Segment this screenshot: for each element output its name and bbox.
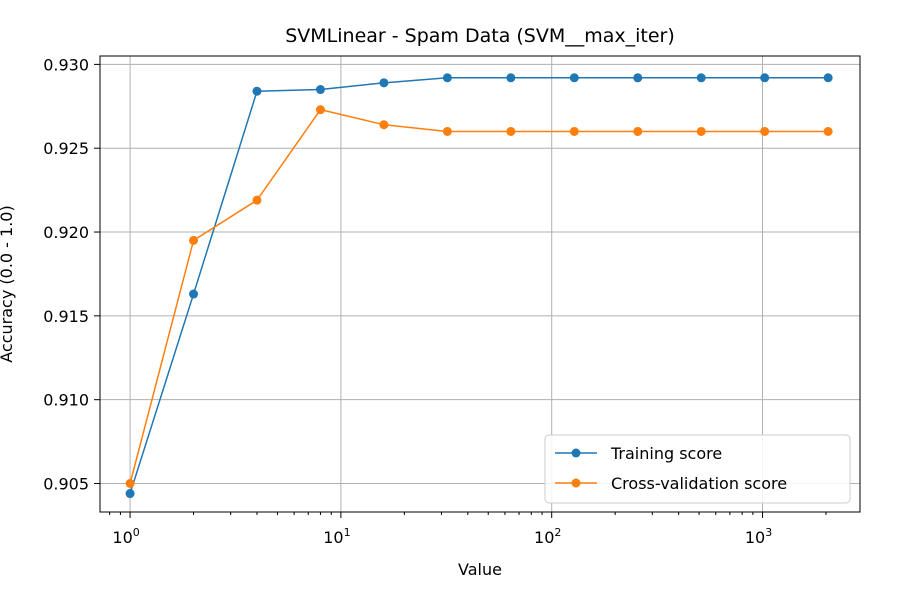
series-point-1 <box>379 120 389 130</box>
y-axis-label: Accuracy (0.0 - 1.0) <box>0 205 16 362</box>
series-point-0 <box>569 73 579 83</box>
series-point-0 <box>696 73 706 83</box>
x-axis-label: Value <box>458 560 502 579</box>
x-tick-label: 102 <box>534 526 561 547</box>
series-line-1 <box>129 108 829 484</box>
legend: Training score Cross-validation score <box>544 434 851 504</box>
series-point-1 <box>252 195 262 205</box>
series-point-1 <box>633 126 643 136</box>
series-point-0 <box>633 73 643 83</box>
y-tick-label: 0.910 <box>43 391 89 410</box>
x-tick-label-base: 10 <box>112 528 132 547</box>
series-line-0 <box>129 77 829 494</box>
series-point-1 <box>442 126 452 136</box>
series-point-1 <box>696 126 706 136</box>
series-point-0 <box>315 85 325 95</box>
ticks: 100 101 102 1030.9050.9100.9150.9200.9250.9… <box>43 55 827 547</box>
series-point-1 <box>125 479 135 488</box>
x-tick-label-exponent: 0 <box>133 526 140 539</box>
x-tick-label-base: 10 <box>745 528 765 547</box>
series-point-1 <box>506 126 516 136</box>
y-tick-label: 0.930 <box>43 55 89 74</box>
series-point-0 <box>379 78 389 88</box>
legend-marker-training <box>571 448 581 458</box>
x-tick-label: 100 <box>112 526 139 547</box>
legend-box <box>544 434 851 504</box>
y-tick-label: 0.920 <box>43 223 89 242</box>
legend-marker-cv <box>571 478 581 488</box>
x-tick-label-base: 10 <box>534 528 554 547</box>
legend-label-training: Training score <box>610 444 722 463</box>
series-point-0 <box>760 73 770 83</box>
x-tick-label-exponent: 2 <box>554 526 561 539</box>
series-point-1 <box>760 126 770 136</box>
plot-frame <box>99 55 861 513</box>
series-point-1 <box>189 235 199 245</box>
x-tick-label-base: 10 <box>323 528 343 547</box>
chart-title: SVMLinear - Spam Data (SVM__max_iter) <box>285 25 675 47</box>
series-point-1 <box>315 105 325 115</box>
series-point-0 <box>442 73 452 83</box>
series-point-0 <box>252 86 262 96</box>
series-point-0 <box>189 289 199 299</box>
series-point-1 <box>569 126 579 136</box>
y-tick-label: 0.925 <box>43 139 89 158</box>
x-tick-label-exponent: 1 <box>344 526 351 539</box>
y-tick-label: 0.905 <box>43 475 89 494</box>
x-tick-label-exponent: 3 <box>765 526 772 539</box>
series-layer <box>125 73 833 499</box>
series-point-0 <box>125 489 135 499</box>
series-point-1 <box>823 126 833 136</box>
x-tick-label: 103 <box>745 526 772 547</box>
series-point-0 <box>823 73 833 83</box>
series-point-0 <box>506 73 516 83</box>
legend-label-cv: Cross-validation score <box>611 474 787 493</box>
x-tick-label: 101 <box>323 526 350 547</box>
y-tick-label: 0.915 <box>43 307 89 326</box>
